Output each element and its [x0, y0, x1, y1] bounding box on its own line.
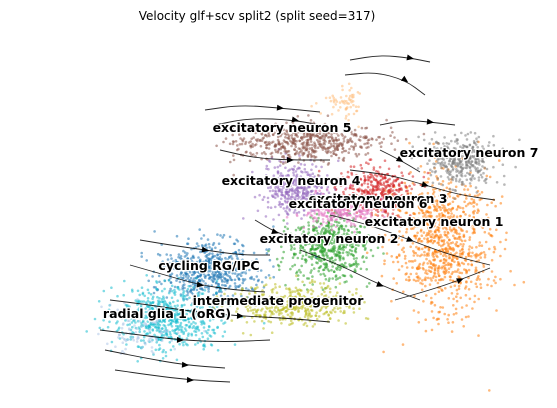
cluster-points-minor-11 [97, 298, 206, 355]
streamline-arrow [176, 336, 184, 343]
cluster-label: radial glia 1 (oRG) [103, 306, 231, 321]
streamline-arrow [186, 376, 194, 383]
streamline-arrow [201, 246, 209, 253]
streamline [114, 369, 231, 383]
streamline-arrow [376, 281, 384, 287]
chart-title: Velocity glf+scv split2 (split seed=317) [139, 9, 376, 23]
scatter-points [85, 82, 526, 392]
streamline-arrow [181, 361, 189, 368]
streamline [349, 55, 431, 63]
streamline-arrow [395, 155, 404, 163]
cluster-label: excitatory neuron 4 [222, 173, 361, 188]
streamline-arrow [276, 104, 284, 111]
cluster-points-excitatory-neuron-5 [215, 114, 426, 177]
streamline-arrow [291, 116, 299, 123]
cluster-label: excitatory neuron 3 [309, 191, 448, 206]
streamline [204, 105, 321, 113]
cluster-label: excitatory neuron 6 [289, 196, 428, 211]
streamline-arrow [406, 236, 414, 242]
cluster-label: excitatory neuron 7 [400, 145, 539, 160]
streamline-arrow [400, 75, 409, 83]
streamline [379, 120, 456, 126]
cluster-labels: excitatory neuron 1 excitatory neuron 2 ex… [102, 119, 540, 323]
streamline-arrow [271, 228, 279, 234]
streamline-arrow [456, 278, 464, 284]
streamline [344, 72, 426, 96]
streamline [214, 118, 336, 129]
streamline [219, 149, 330, 161]
streamline-arrow [287, 157, 294, 163]
streamline [109, 299, 331, 323]
streamline-arrow [421, 181, 429, 188]
cluster-points-excitatory-neuron-7 [410, 131, 521, 200]
cluster-label: cycling RG/IPC [158, 258, 259, 273]
cluster-points-intermediate-progenitor [212, 274, 370, 337]
cluster-label: excitatory neuron 2 [260, 231, 399, 246]
streamline-arrow [426, 118, 434, 125]
cluster-points-excitatory-neuron-3 [317, 158, 430, 222]
streamline [104, 349, 226, 369]
cluster-points-minor-10 [310, 82, 362, 129]
streamline-arrow [196, 281, 204, 288]
streamline-arrow [236, 312, 244, 319]
cluster-label: intermediate progenitor [193, 293, 365, 308]
cluster-label: excitatory neuron 1 [365, 214, 504, 229]
cluster-label: excitatory neuron 5 [213, 120, 352, 135]
cluster-points-excitatory-neuron-6 [285, 183, 388, 234]
streamline-arrow [406, 54, 414, 61]
streamline [394, 267, 491, 301]
cluster-points-excitatory-neuron-4 [242, 148, 340, 229]
velocity-streamlines [99, 54, 496, 383]
